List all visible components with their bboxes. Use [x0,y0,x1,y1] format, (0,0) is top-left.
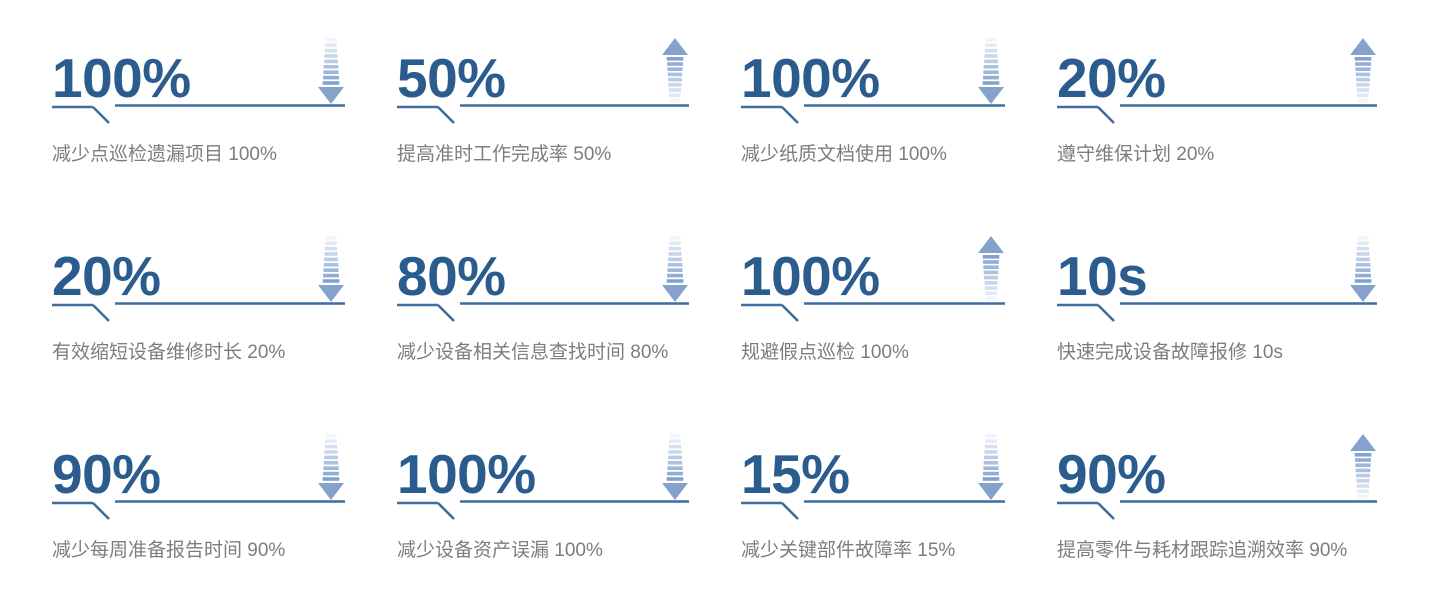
stat-description: 减少点巡检遗漏项目 100% [52,144,277,165]
stat-description: 有效缩短设备维修时长 20% [52,342,286,363]
stat-card: 90% 减少每周准备报告时间 90% [52,434,345,562]
stat-description: 规避假点巡检 100% [741,342,909,363]
stat-value: 90% [52,442,161,505]
stat-card-header: 90% [52,434,345,505]
stat-description: 减少关键部件故障率 15% [741,540,956,561]
trend-down-arrow-icon [977,38,1005,104]
stat-value: 50% [397,46,506,109]
divider-line [397,302,689,322]
stat-card-header: 100% [52,38,345,109]
stat-description: 快速完成设备故障报修 10s [1057,342,1283,363]
stat-card: 100% 规避假点巡检 100% [741,236,1005,364]
stat-card-header: 100% [741,236,1005,307]
trend-down-arrow-icon [317,236,345,302]
stat-value: 10s [1057,244,1148,307]
stat-value: 100% [52,46,191,109]
kpi-stats-section: 100% 减少点巡检遗漏项目 100% 50% 提高准时工作完成率 50% 10… [52,38,1377,562]
trend-down-arrow-icon [661,434,689,500]
trend-down-arrow-icon [317,434,345,500]
trend-up-arrow-icon [661,38,689,104]
stat-description: 减少设备资产误漏 100% [397,540,603,561]
divider-line [397,104,689,124]
trend-down-arrow-icon [977,434,1005,500]
divider-line [397,500,689,520]
stat-card: 20% 有效缩短设备维修时长 20% [52,236,345,364]
stat-card-header: 80% [397,236,689,307]
divider-line [52,302,345,322]
stat-card: 50% 提高准时工作完成率 50% [397,38,689,166]
stat-card: 100% 减少纸质文档使用 100% [741,38,1005,166]
divider-line [741,104,1005,124]
stat-description: 提高准时工作完成率 50% [397,144,612,165]
stat-card: 20% 遵守维保计划 20% [1057,38,1377,166]
trend-down-arrow-icon [1349,236,1377,302]
trend-up-arrow-icon [1349,38,1377,104]
divider-line [741,500,1005,520]
stats-grid: 100% 减少点巡检遗漏项目 100% 50% 提高准时工作完成率 50% 10… [52,38,1377,562]
stat-card-header: 50% [397,38,689,109]
stat-value: 20% [1057,46,1166,109]
stat-description: 减少每周准备报告时间 90% [52,540,286,561]
trend-down-arrow-icon [317,38,345,104]
stat-value: 20% [52,244,161,307]
divider-line [741,302,1005,322]
stat-description: 遵守维保计划 20% [1057,144,1215,165]
stat-card: 90% 提高零件与耗材跟踪追溯效率 90% [1057,434,1377,562]
stat-card: 10s 快速完成设备故障报修 10s [1057,236,1377,364]
trend-up-arrow-icon [977,236,1005,302]
stat-description: 减少纸质文档使用 100% [741,144,947,165]
stat-card: 100% 减少设备资产误漏 100% [397,434,689,562]
stat-card: 15% 减少关键部件故障率 15% [741,434,1005,562]
stat-value: 80% [397,244,506,307]
stat-value: 90% [1057,442,1166,505]
stat-card-header: 100% [741,38,1005,109]
stat-value: 100% [397,442,536,505]
divider-line [1057,104,1377,124]
stat-card-header: 20% [52,236,345,307]
stat-value: 15% [741,442,850,505]
stat-card-header: 100% [397,434,689,505]
stat-value: 100% [741,244,880,307]
divider-line [52,104,345,124]
stat-card-header: 10s [1057,236,1377,307]
divider-line [52,500,345,520]
trend-up-arrow-icon [1349,434,1377,500]
trend-down-arrow-icon [661,236,689,302]
stat-description: 减少设备相关信息查找时间 80% [397,342,669,363]
stat-value: 100% [741,46,880,109]
divider-line [1057,500,1377,520]
stat-description: 提高零件与耗材跟踪追溯效率 90% [1057,540,1348,561]
stat-card: 100% 减少点巡检遗漏项目 100% [52,38,345,166]
stat-card-header: 15% [741,434,1005,505]
stat-card: 80% 减少设备相关信息查找时间 80% [397,236,689,364]
stat-card-header: 90% [1057,434,1377,505]
divider-line [1057,302,1377,322]
stat-card-header: 20% [1057,38,1377,109]
